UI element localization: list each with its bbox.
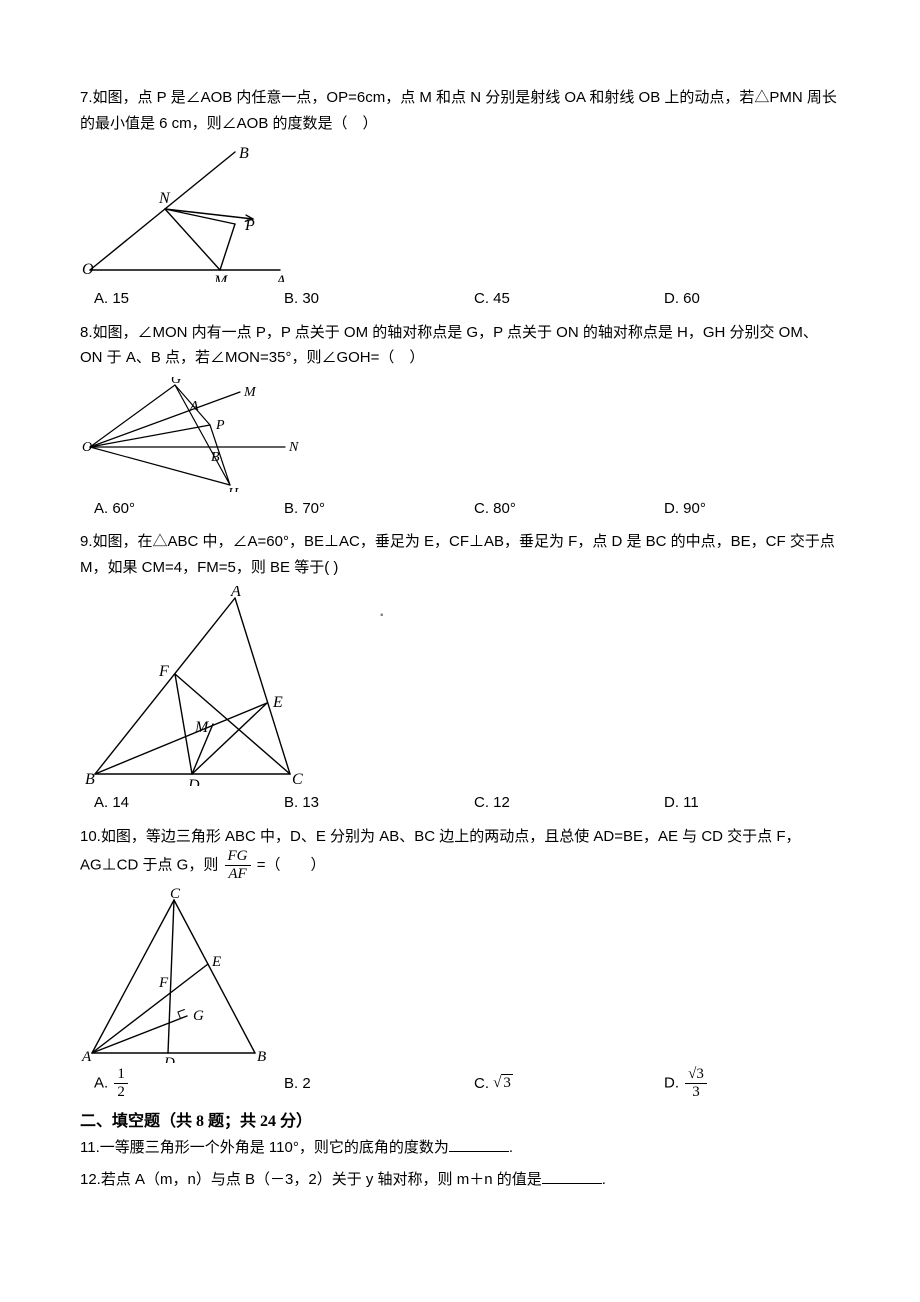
svg-text:C: C (170, 888, 181, 902)
svg-text:N: N (158, 190, 171, 207)
svg-text:C: C (292, 771, 303, 786)
question-7-figure: O A B M N P (80, 142, 840, 282)
q10-opt-c: C. √3 (460, 1071, 650, 1097)
q10-opt-b: B. 2 (270, 1071, 460, 1097)
svg-text:P: P (244, 217, 255, 234)
q12-blank (542, 1168, 602, 1184)
q9-opt-b: B. 13 (270, 790, 460, 816)
q10-opt-a: A. 12 (80, 1067, 270, 1100)
svg-text:E: E (272, 694, 283, 711)
q8-opt-d: D. 90° (650, 496, 840, 522)
svg-text:P: P (215, 418, 225, 433)
question-7-text: 7.如图，点 P 是∠AOB 内任意一点，OP=6cm，点 M 和点 N 分别是… (80, 85, 840, 136)
question-12: 12.若点 A（m，n）与点 B（－3，2）关于 y 轴对称，则 m＋n 的值是… (80, 1167, 840, 1193)
svg-text:A: A (81, 1049, 92, 1063)
svg-text:G: G (193, 1008, 204, 1024)
q12-text-a: 12.若点 A（m，n）与点 B（－3，2）关于 y 轴对称，则 m＋n 的值是 (80, 1171, 542, 1188)
q8-opt-c: C. 80° (460, 496, 650, 522)
svg-text:B: B (85, 771, 95, 786)
question-7-options: A. 15 B. 30 C. 45 D. 60 (80, 286, 840, 312)
svg-text:O: O (82, 440, 92, 455)
q9-opt-d: D. 11 (650, 790, 840, 816)
svg-text:M: M (194, 719, 210, 736)
question-8-options: A. 60° B. 70° C. 80° D. 90° (80, 496, 840, 522)
q9-opt-a: A. 14 (80, 790, 270, 816)
svg-text:G: G (171, 377, 181, 387)
question-9-text: 9.如图，在△ABC 中，∠A=60°，BE⊥AC，垂足为 E，CF⊥AB，垂足… (80, 529, 840, 580)
q11-text-b: . (509, 1139, 513, 1156)
q7-opt-c: C. 45 (460, 286, 650, 312)
question-8-figure: O M N G H P A B (80, 377, 840, 492)
q8-opt-b: B. 70° (270, 496, 460, 522)
question-9-figure: A B C D E F M (80, 586, 840, 786)
question-10-options: A. 12 B. 2 C. √3 D. √33 (80, 1067, 840, 1100)
q11-blank (449, 1136, 509, 1152)
q7-opt-b: B. 30 (270, 286, 460, 312)
question-10-figure: A B C D E F G (80, 888, 840, 1063)
q7-opt-d: D. 60 (650, 286, 840, 312)
question-11: 11.一等腰三角形一个外角是 110°，则它的底角的度数为. (80, 1135, 840, 1161)
svg-text:E: E (211, 954, 221, 970)
question-8-text: 8.如图，∠MON 内有一点 P，P 点关于 OM 的轴对称点是 G，P 点关于… (80, 320, 840, 371)
svg-text:A: A (230, 586, 241, 600)
q7-opt-a: A. 15 (80, 286, 270, 312)
svg-text:O: O (82, 261, 94, 278)
svg-text:B: B (239, 145, 249, 162)
question-10-text: 10.如图，等边三角形 ABC 中，D、E 分别为 AB、BC 边上的两动点，且… (80, 824, 840, 883)
q9-opt-c: C. 12 (460, 790, 650, 816)
svg-text:H: H (227, 486, 239, 492)
q10-fraction: FG AF (225, 849, 251, 882)
svg-text:A: A (275, 273, 286, 282)
svg-text:M: M (243, 385, 257, 400)
svg-text:N: N (288, 440, 299, 455)
q8-opt-a: A. 60° (80, 496, 270, 522)
q11-text-a: 11.一等腰三角形一个外角是 110°，则它的底角的度数为 (80, 1139, 449, 1156)
svg-text:D: D (163, 1055, 175, 1063)
q12-text-b: . (602, 1171, 606, 1188)
svg-text:M: M (213, 273, 229, 282)
svg-text:F: F (158, 975, 169, 991)
svg-text:B: B (257, 1049, 266, 1063)
svg-text:F: F (158, 663, 169, 680)
section-2-title: 二、填空题（共 8 题；共 24 分） (80, 1108, 840, 1135)
q10-opt-d: D. √33 (650, 1067, 840, 1100)
svg-text:B: B (211, 450, 220, 465)
svg-text:D: D (187, 777, 200, 786)
svg-text:A: A (189, 399, 199, 414)
page-mark-icon: ▪ (380, 607, 384, 624)
q10-text-a: 10.如图，等边三角形 ABC 中，D、E 分别为 AB、BC 边上的两动点，且… (80, 828, 801, 874)
question-9-options: A. 14 B. 13 C. 12 D. 11 (80, 790, 840, 816)
q10-text-b: =（ ） (257, 856, 326, 873)
